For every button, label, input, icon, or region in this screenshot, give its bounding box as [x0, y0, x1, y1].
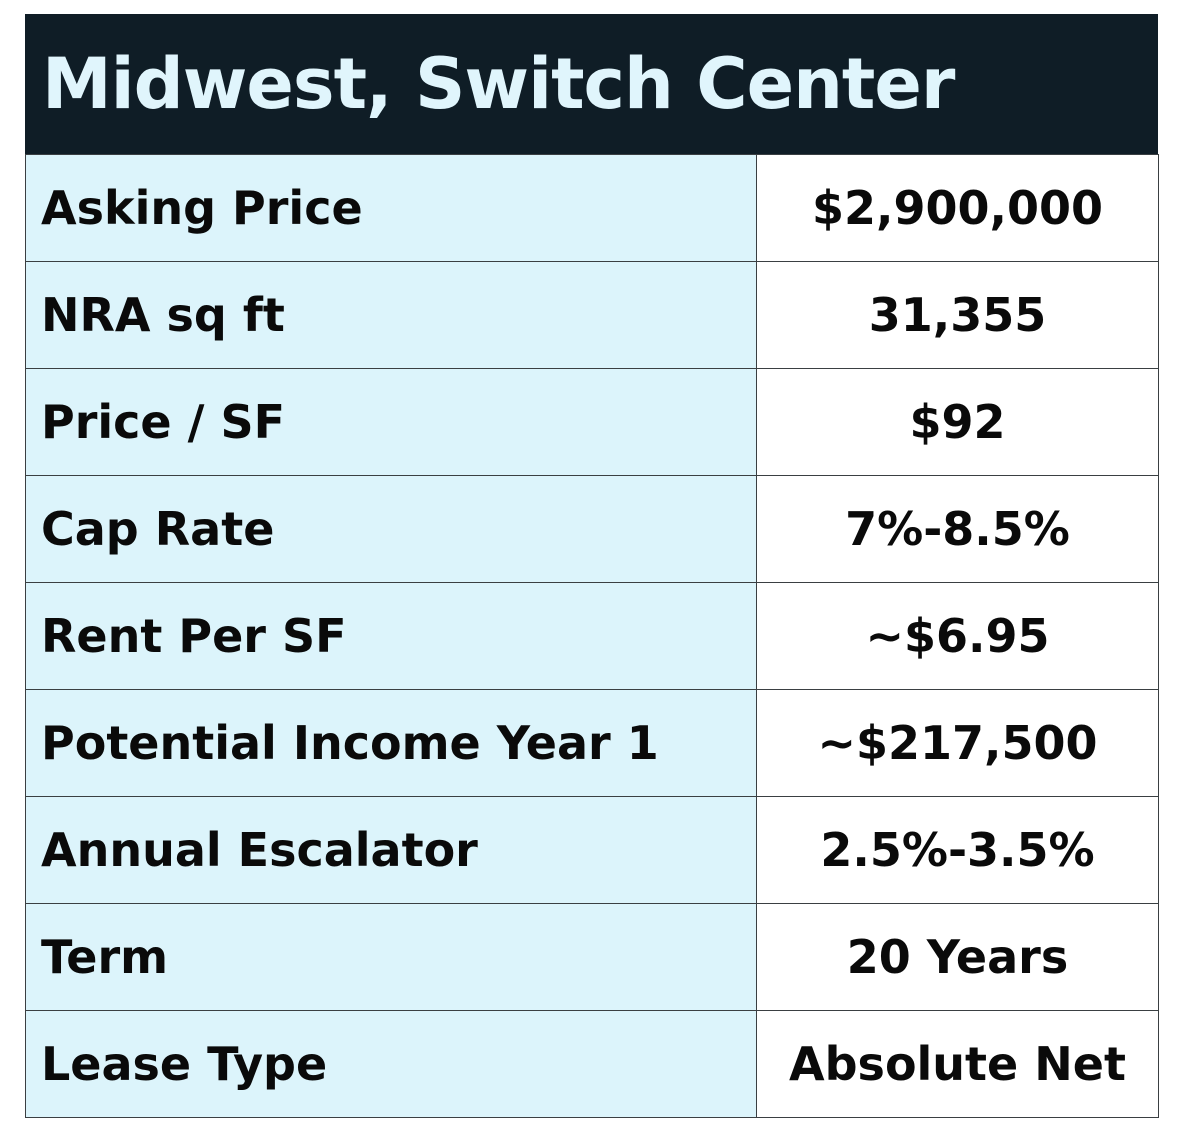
- page-title: Midwest, Switch Center: [42, 43, 955, 125]
- row-label: Cap Rate: [25, 475, 757, 583]
- row-label: Rent Per SF: [25, 582, 757, 690]
- table-row-rent-per-sf: Rent Per SF ~$6.95: [25, 582, 1159, 690]
- row-value: $2,900,000: [756, 154, 1159, 262]
- row-value: Absolute Net: [756, 1010, 1159, 1118]
- row-value: 31,355: [756, 261, 1159, 369]
- property-spec-sheet: Midwest, Switch Center Asking Price $2,9…: [25, 14, 1159, 1134]
- table-row-annual-escalator: Annual Escalator 2.5%-3.5%: [25, 796, 1159, 904]
- row-label: NRA sq ft: [25, 261, 757, 369]
- table-row-term: Term 20 Years: [25, 903, 1159, 1011]
- row-value: 7%-8.5%: [756, 475, 1159, 583]
- table-row-lease-type: Lease Type Absolute Net: [25, 1010, 1159, 1118]
- row-label: Asking Price: [25, 154, 757, 262]
- title-bar: Midwest, Switch Center: [25, 14, 1158, 154]
- table-row-asking-price: Asking Price $2,900,000: [25, 154, 1159, 262]
- table-row-cap-rate: Cap Rate 7%-8.5%: [25, 475, 1159, 583]
- row-label: Price / SF: [25, 368, 757, 476]
- row-value: 20 Years: [756, 903, 1159, 1011]
- row-label: Potential Income Year 1: [25, 689, 757, 797]
- row-value: $92: [756, 368, 1159, 476]
- row-value: 2.5%-3.5%: [756, 796, 1159, 904]
- row-label: Annual Escalator: [25, 796, 757, 904]
- row-value: ~$217,500: [756, 689, 1159, 797]
- table-row-price-per-sf: Price / SF $92: [25, 368, 1159, 476]
- table-row-nra-sq-ft: NRA sq ft 31,355: [25, 261, 1159, 369]
- table-row-potential-income: Potential Income Year 1 ~$217,500: [25, 689, 1159, 797]
- row-value: ~$6.95: [756, 582, 1159, 690]
- property-details-table: Asking Price $2,900,000 NRA sq ft 31,355…: [25, 154, 1159, 1118]
- row-label: Lease Type: [25, 1010, 757, 1118]
- row-label: Term: [25, 903, 757, 1011]
